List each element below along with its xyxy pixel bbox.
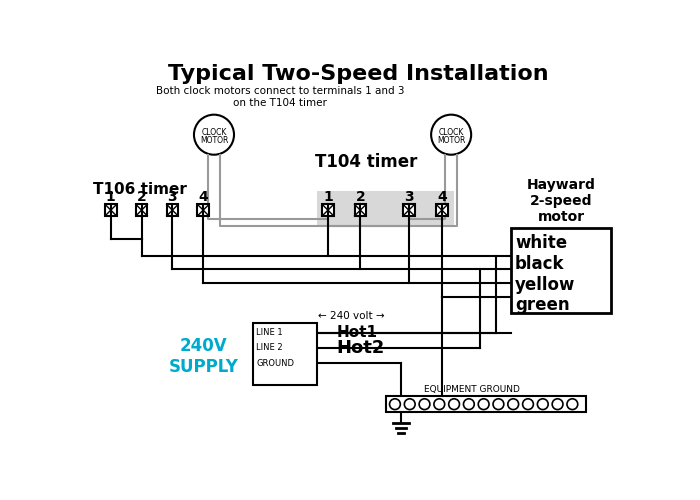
Text: Typical Two-Speed Installation: Typical Two-Speed Installation — [169, 64, 549, 84]
Bar — [436, 204, 448, 216]
Text: LINE 2: LINE 2 — [256, 344, 283, 352]
Text: CLOCK: CLOCK — [438, 128, 464, 137]
Text: 2: 2 — [356, 190, 365, 204]
Text: GRD: GRD — [512, 285, 531, 294]
Text: MOTOR: MOTOR — [199, 136, 228, 144]
Bar — [354, 204, 366, 216]
Bar — [403, 204, 414, 216]
Text: 1: 1 — [106, 190, 116, 204]
Text: 240V
SUPPLY: 240V SUPPLY — [168, 337, 238, 376]
Text: Hot2: Hot2 — [337, 339, 385, 357]
Text: white
black
yellow
green: white black yellow green — [515, 234, 575, 314]
Text: T106 timer: T106 timer — [93, 182, 187, 197]
Text: 3: 3 — [404, 190, 414, 204]
Text: 2: 2 — [136, 190, 146, 204]
Bar — [167, 204, 178, 216]
Bar — [322, 204, 334, 216]
Text: 3: 3 — [167, 190, 177, 204]
Bar — [317, 191, 454, 226]
Bar — [511, 228, 611, 312]
Text: 1: 1 — [323, 190, 332, 204]
Text: LINE 1: LINE 1 — [256, 328, 283, 337]
Text: Hayward
2-speed
motor: Hayward 2-speed motor — [527, 178, 596, 224]
Text: CLOCK: CLOCK — [202, 128, 227, 137]
Text: Hot1: Hot1 — [337, 325, 377, 340]
Bar — [253, 324, 317, 385]
Text: EQUIPMENT GROUND: EQUIPMENT GROUND — [424, 385, 520, 394]
Bar — [136, 204, 148, 216]
Text: T104 timer: T104 timer — [315, 152, 418, 170]
Text: HIGH: HIGH — [512, 271, 535, 280]
Text: ← 240 volt →: ← 240 volt → — [318, 312, 384, 322]
Text: Both clock motors connect to terminals 1 and 3
on the T104 timer: Both clock motors connect to terminals 1… — [156, 86, 405, 108]
Text: 4: 4 — [437, 190, 447, 204]
Bar — [386, 396, 586, 412]
Bar — [105, 204, 117, 216]
Text: MOTOR: MOTOR — [437, 136, 466, 144]
Text: 4: 4 — [198, 190, 208, 204]
Text: GROUND: GROUND — [256, 359, 294, 368]
Bar — [197, 204, 209, 216]
Text: LOW: LOW — [512, 258, 532, 266]
Text: COM.: COM. — [512, 244, 535, 254]
